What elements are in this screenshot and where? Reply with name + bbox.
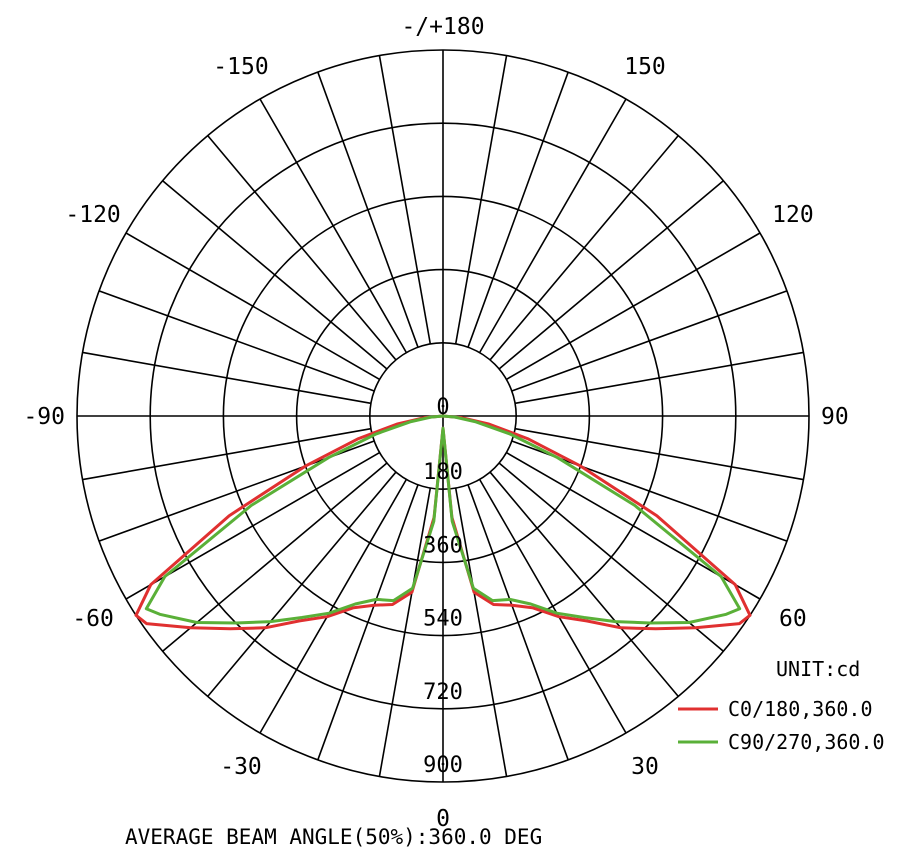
radial-tick-900: 900 <box>423 753 463 778</box>
radial-tick-360: 360 <box>423 533 463 558</box>
grid-spoke-140 <box>489 135 679 361</box>
radial-tick-180: 180 <box>423 460 463 485</box>
grid-spoke-20 <box>467 484 569 761</box>
radial-tick-labels: 0 180 360 540 720 900 <box>423 395 463 778</box>
radial-tick-0: 0 <box>436 395 449 420</box>
grid-spoke-120 <box>505 232 761 381</box>
grid-spoke-110 <box>511 290 788 392</box>
grid-spoke-150 <box>478 98 627 354</box>
angle-labels: -/+180 150 -150 120 -120 90 -90 60 -60 30 -30 0 <box>23 14 848 832</box>
legend-label-c90-270: C90/270,360.0 <box>728 730 885 754</box>
angle-label-150: 150 <box>624 54 666 80</box>
grid-spoke-170 <box>454 55 508 345</box>
grid-spoke-250 <box>98 290 375 392</box>
angle-label-60: 60 <box>779 606 807 632</box>
radial-tick-540: 540 <box>423 607 463 632</box>
grid-spoke-220 <box>207 135 397 361</box>
angle-label-neg30: -30 <box>220 754 262 780</box>
grid-spoke-320 <box>207 471 397 697</box>
series-curve-1 <box>144 414 742 625</box>
grid-spoke-330 <box>259 478 408 734</box>
grid-spoke-160 <box>467 71 569 348</box>
unit-label: UNIT:cd <box>776 657 860 681</box>
grid-spoke-280 <box>82 427 372 481</box>
grid-spoke-350 <box>378 487 432 777</box>
angle-label-neg150: -150 <box>213 54 268 80</box>
angle-label-neg60: -60 <box>72 606 114 632</box>
angle-label-180: -/+180 <box>401 14 484 40</box>
grid-spoke-40 <box>489 471 679 697</box>
grid-spoke-200 <box>317 71 419 348</box>
angle-label-30: 30 <box>631 754 659 780</box>
beam-angle-footer: AVERAGE BEAM ANGLE(50%):360.0 DEG <box>125 825 542 849</box>
legend: UNIT:cd C0/180,360.0 C90/270,360.0 <box>678 657 885 754</box>
grid-spoke-230 <box>162 180 388 370</box>
grid-spoke-260 <box>82 351 372 405</box>
grid-spoke-340 <box>317 484 419 761</box>
radial-tick-720: 720 <box>423 680 463 705</box>
grid-spoke-100 <box>514 351 804 405</box>
grid-spoke-80 <box>514 427 804 481</box>
grid-spoke-30 <box>478 478 627 734</box>
grid-spoke-310 <box>162 462 388 652</box>
grid-spoke-240 <box>125 232 381 381</box>
angle-label-neg90: -90 <box>23 404 65 430</box>
angle-label-neg120: -120 <box>65 202 120 228</box>
intensity-curves <box>134 414 752 631</box>
grid-spoke-130 <box>498 180 724 370</box>
grid-spoke-50 <box>498 462 724 652</box>
legend-label-c0-180: C0/180,360.0 <box>728 697 873 721</box>
angle-label-0: 0 <box>436 806 450 832</box>
grid-spoke-210 <box>259 98 408 354</box>
angle-label-90: 90 <box>821 404 849 430</box>
angle-label-120: 120 <box>772 202 814 228</box>
grid-spoke-10 <box>454 487 508 777</box>
grid-spoke-190 <box>378 55 432 345</box>
